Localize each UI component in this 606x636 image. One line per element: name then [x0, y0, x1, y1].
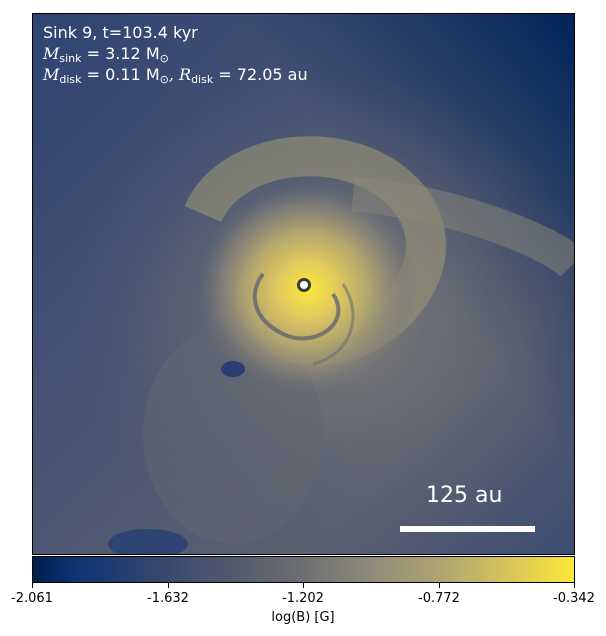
disk-label: Mdisk = 0.11 M⊙, Rdisk = 72.05 au — [43, 65, 308, 86]
colorbar-tick — [168, 583, 169, 588]
colorbar-tick-label: -2.061 — [11, 591, 53, 606]
colorbar-tick-label: -1.632 — [147, 591, 189, 606]
colorbar — [32, 556, 575, 583]
colorbar-tick — [303, 583, 304, 588]
colorbar-tick — [32, 583, 33, 588]
colorbar-tick — [574, 583, 575, 588]
colorbar-tick-label: -0.342 — [553, 591, 595, 606]
colorbar-tick-label: -1.202 — [282, 591, 324, 606]
title-label: Sink 9, t=103.4 kyr — [43, 23, 198, 42]
colorbar-tick-label: -0.772 — [418, 591, 460, 606]
colorbar-tick — [439, 583, 440, 588]
scalebar-label: 125 au — [426, 483, 503, 508]
sink-marker — [297, 278, 311, 292]
scalebar-line — [400, 526, 535, 532]
colorbar-label: log(B) [G] — [271, 610, 335, 625]
sink-mass-label: Msink = 3.12 M⊙ — [43, 44, 169, 65]
magnetic-field-map: Sink 9, t=103.4 kyr Msink = 3.12 M⊙ Mdis… — [32, 13, 575, 555]
